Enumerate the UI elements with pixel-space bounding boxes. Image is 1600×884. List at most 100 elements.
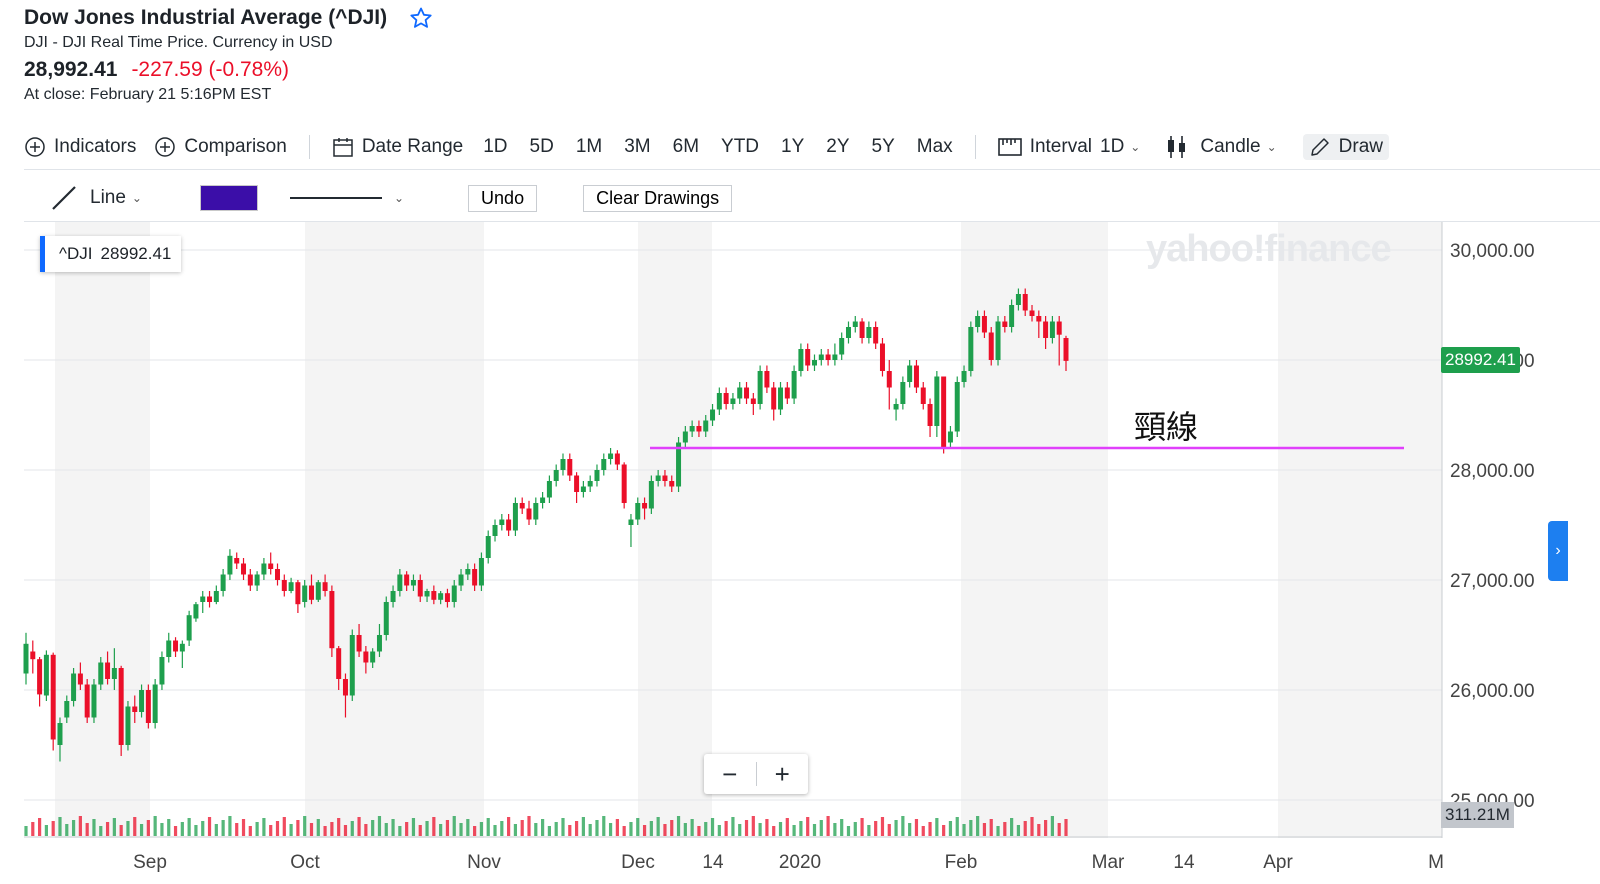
draw-button[interactable]: Draw: [1302, 134, 1389, 160]
volume-bar: [724, 821, 728, 836]
volume-bar: [908, 823, 912, 836]
drawbar-divider-line: [24, 221, 1600, 222]
interval-select[interactable]: Interval 1D ⌄: [997, 136, 1141, 158]
volume-bar: [534, 823, 538, 836]
candle-body: [329, 591, 335, 649]
candle-body: [50, 654, 56, 740]
candle-body: [431, 591, 437, 600]
candle-body: [913, 365, 919, 388]
candle-body: [1036, 316, 1042, 322]
candle-body: [941, 376, 947, 448]
candle-body: [152, 684, 158, 723]
date-range-button[interactable]: Date Range: [332, 136, 463, 158]
candle-body: [173, 640, 179, 652]
range-5y[interactable]: 5Y: [871, 136, 895, 157]
quote-subtitle: DJI - DJI Real Time Price. Currency in U…: [24, 34, 333, 51]
candle-body: [920, 387, 926, 404]
candle-body: [757, 371, 763, 404]
chevron-down-icon: ⌄: [393, 191, 405, 205]
volume-bar: [887, 824, 891, 836]
volume-bar: [812, 824, 817, 836]
volume-bar: [758, 823, 762, 836]
clear-drawings-button[interactable]: Clear Drawings: [583, 184, 733, 212]
toolbar-divider-line: [24, 169, 1600, 170]
price-chart[interactable]: 30,000.0029,000.0028,000.0027,000.0026,0…: [0, 222, 1600, 884]
volume-bar: [935, 818, 939, 836]
volume-bar: [554, 822, 558, 836]
volume-bar: [948, 821, 953, 836]
side-panel-toggle[interactable]: ›: [1548, 521, 1568, 581]
range-max[interactable]: Max: [916, 136, 953, 157]
volume-bar: [37, 818, 42, 836]
month-band: [1278, 222, 1442, 838]
stroke-style-select[interactable]: ⌄: [289, 191, 405, 205]
candle-body: [213, 591, 219, 602]
zoom-divider: [755, 762, 757, 786]
chevron-down-icon: ⌄: [1130, 140, 1141, 154]
candle-body: [179, 643, 185, 652]
volume-bar: [405, 822, 409, 836]
zoom-out-button[interactable]: −: [722, 759, 738, 789]
range-ytd[interactable]: YTD: [721, 136, 760, 157]
volume-bar: [500, 821, 504, 836]
candle-body: [410, 580, 416, 586]
zoom-control: − +: [704, 754, 808, 794]
volume-bar: [214, 824, 218, 836]
range-3m[interactable]: 3M: [624, 136, 651, 157]
zoom-in-button[interactable]: +: [774, 759, 790, 789]
volume-bar: [316, 819, 320, 836]
candle-body: [241, 563, 247, 575]
volume-bar: [262, 818, 266, 836]
candle-body: [723, 393, 729, 404]
candle-body: [186, 615, 192, 641]
line-tool-select[interactable]: Line ⌄: [50, 184, 142, 212]
candle-body: [363, 651, 369, 663]
range-6m[interactable]: 6M: [672, 136, 700, 157]
candle-body: [261, 563, 267, 575]
candle-body: [322, 582, 328, 591]
volume-bar: [588, 824, 592, 836]
undo-button[interactable]: Undo: [468, 184, 538, 212]
candle-body: [125, 706, 131, 745]
candle-body: [798, 349, 804, 371]
candle-body: [118, 668, 124, 745]
candle-body: [220, 574, 226, 591]
volume-bar: [744, 820, 749, 836]
candle-body: [254, 574, 260, 586]
x-tick-label: Apr: [1263, 852, 1293, 873]
candle-body: [234, 558, 240, 564]
range-5d[interactable]: 5D: [529, 136, 554, 157]
price-change: -227.59 (-0.78%): [131, 58, 290, 81]
month-band: [638, 222, 712, 838]
line-color-swatch[interactable]: [199, 185, 258, 211]
page-title: Dow Jones Industrial Average (^DJI): [24, 6, 388, 29]
x-tick-label: Oct: [290, 852, 320, 873]
candlestick-chart[interactable]: 30,000.0029,000.0028,000.0027,000.0026,0…: [0, 222, 1600, 884]
range-1m[interactable]: 1M: [575, 136, 603, 157]
volume-bar: [561, 818, 565, 836]
candle-body: [587, 481, 593, 487]
star-icon[interactable]: [409, 6, 433, 30]
current-price: 28,992.41: [24, 58, 118, 81]
range-2y[interactable]: 2Y: [826, 136, 850, 157]
range-1y[interactable]: 1Y: [781, 136, 805, 157]
volume-bar: [1064, 819, 1068, 836]
indicators-button[interactable]: Indicators: [24, 136, 136, 158]
volume-bar: [241, 819, 246, 836]
candle-body: [1049, 321, 1055, 338]
volume-bar: [670, 820, 674, 836]
volume-bar: [656, 817, 660, 836]
chart-type-select[interactable]: Candle ⌄: [1166, 135, 1277, 159]
volume-bar: [581, 817, 585, 836]
interval-value: 1D: [1100, 136, 1125, 157]
candle-body: [139, 690, 145, 712]
range-1d[interactable]: 1D: [483, 136, 508, 157]
volume-bar: [105, 822, 110, 836]
comparison-button[interactable]: Comparison: [154, 136, 287, 158]
volume-bar: [942, 825, 946, 836]
volume-bar: [717, 825, 721, 836]
volume-bar: [201, 821, 205, 836]
candle-body: [397, 574, 403, 591]
candle-body: [458, 574, 464, 586]
volume-bar: [99, 826, 103, 836]
